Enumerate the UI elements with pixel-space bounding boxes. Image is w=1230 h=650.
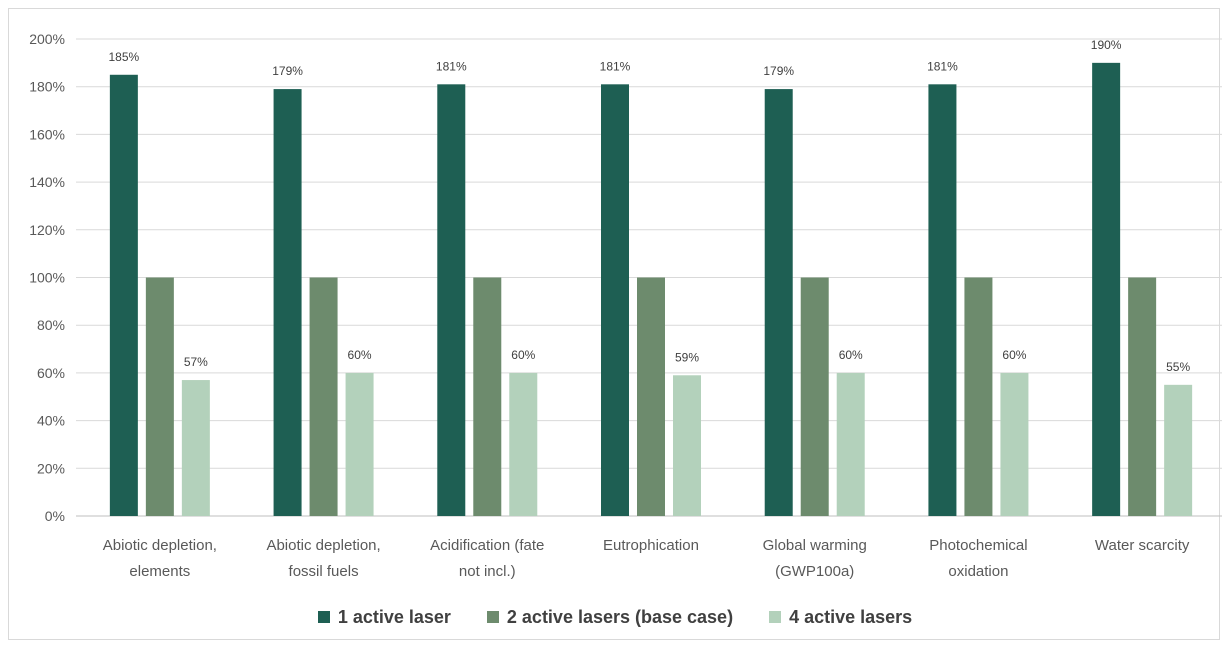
y-tick-label: 60% <box>37 365 65 381</box>
legend-item: 2 active lasers (base case) <box>486 606 734 628</box>
bar <box>309 277 338 516</box>
legend-swatch <box>486 611 499 623</box>
bar <box>273 89 302 517</box>
x-category-label: Photochemical <box>929 537 1027 554</box>
x-category-label: elements <box>129 563 190 580</box>
bar-chart: 0% 20% 40% 60% 80% 100% 120% 140% 160% 180% 200% 18… <box>29 31 1222 580</box>
y-tick-label: 120% <box>29 222 65 238</box>
data-label: 179% <box>763 64 794 78</box>
data-label: 181% <box>600 59 631 73</box>
x-category-label: Acidification (fate <box>430 537 544 554</box>
bar <box>109 74 138 517</box>
data-label: 179% <box>272 64 303 78</box>
y-tick-label: 20% <box>37 460 65 476</box>
bar <box>473 277 502 516</box>
legend: 1 active laser 2 active lasers (base case… <box>0 603 1230 631</box>
legend-label: 2 active lasers (base case) <box>506 606 734 627</box>
bar <box>345 372 374 516</box>
bar <box>601 84 629 516</box>
y-tick-label: 40% <box>37 413 65 429</box>
y-tick-label: 160% <box>29 126 65 142</box>
x-category-label: Abiotic depletion, <box>103 537 217 554</box>
x-category-label: oxidation <box>948 563 1008 580</box>
data-label: 181% <box>927 59 958 73</box>
bar <box>181 380 210 516</box>
x-category-label: (GWP100a) <box>775 563 854 580</box>
bar <box>964 277 993 516</box>
data-label: 57% <box>184 355 208 369</box>
data-label: 60% <box>839 348 863 362</box>
data-label: 55% <box>1166 360 1190 374</box>
bar <box>764 89 793 517</box>
x-category-label: Water scarcity <box>1095 537 1190 554</box>
bar <box>673 375 701 516</box>
y-tick-label: 180% <box>29 79 65 95</box>
data-label: 59% <box>675 350 699 364</box>
data-label: 181% <box>436 59 467 73</box>
bar <box>145 277 174 516</box>
data-label: 60% <box>511 348 535 362</box>
legend-swatch <box>769 611 782 623</box>
bar <box>800 277 829 516</box>
data-label: 60% <box>348 348 372 362</box>
bar <box>1000 372 1029 516</box>
x-category-label: Eutrophication <box>603 537 699 554</box>
bar <box>1164 384 1193 516</box>
data-label: 60% <box>1002 348 1026 362</box>
x-category-label: not incl.) <box>459 563 516 580</box>
y-tick-label: 0% <box>45 508 65 524</box>
x-category-label: fossil fuels <box>289 563 359 580</box>
bar <box>637 277 665 516</box>
x-category-label: Global warming <box>763 537 867 554</box>
bar <box>1128 277 1157 516</box>
y-tick-label: 140% <box>29 174 65 190</box>
data-label: 190% <box>1091 38 1122 52</box>
bar <box>928 84 957 516</box>
bar <box>437 84 466 516</box>
legend-item: 4 active lasers <box>769 607 912 628</box>
y-tick-label: 100% <box>29 270 65 286</box>
data-label: 185% <box>109 50 140 64</box>
legend-item: 1 active laser <box>317 606 451 628</box>
bar <box>509 372 538 516</box>
y-tick-label: 200% <box>29 31 65 47</box>
legend-swatch <box>317 611 330 623</box>
legend-label: 1 active laser <box>337 606 451 627</box>
bar <box>1092 62 1121 516</box>
legend-label: 4 active lasers <box>789 606 913 627</box>
y-tick-label: 80% <box>37 317 65 333</box>
x-category-label: Abiotic depletion, <box>266 537 380 554</box>
bar <box>836 372 865 516</box>
